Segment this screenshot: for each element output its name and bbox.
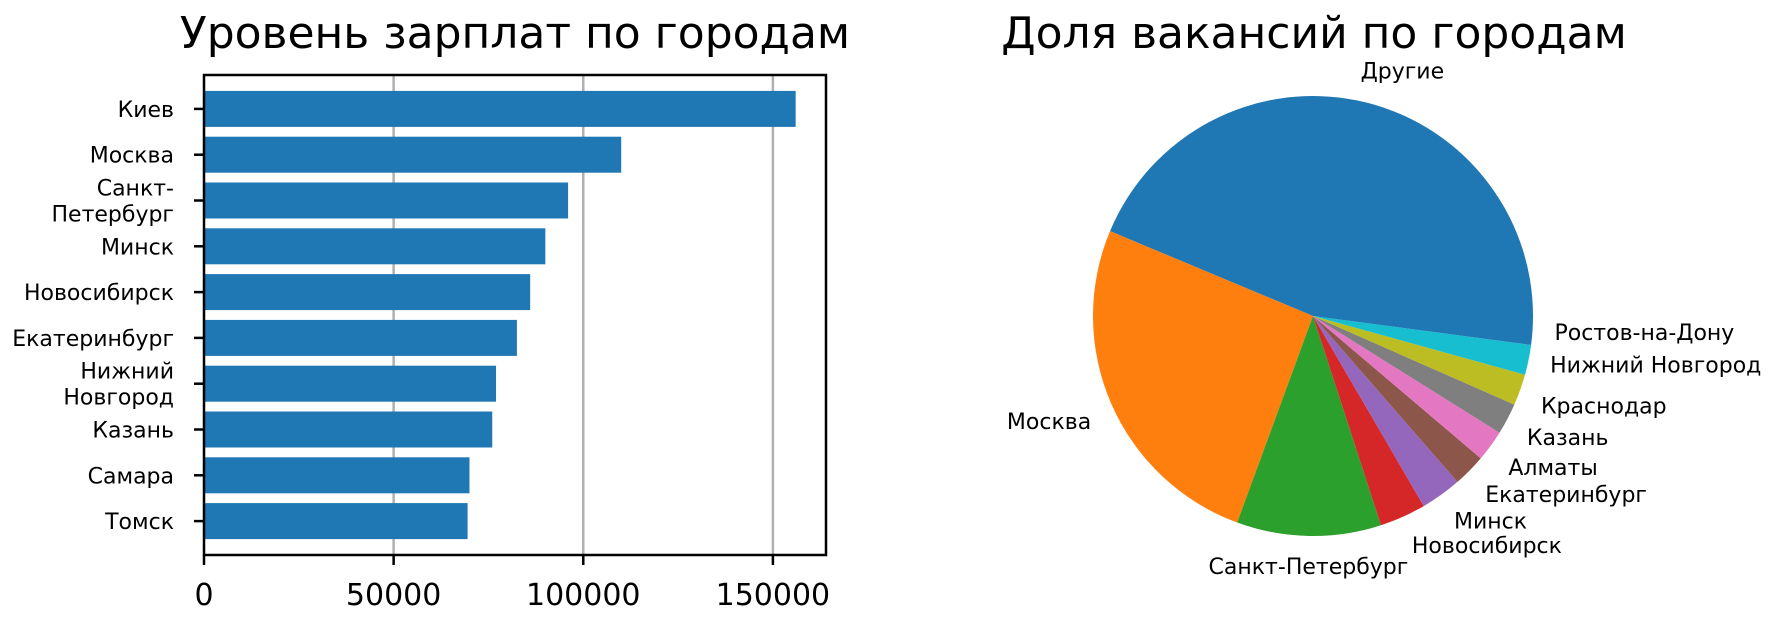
pie-label-1: Москва	[1007, 410, 1091, 435]
bar-3	[204, 228, 546, 265]
category-label-8: Самара	[88, 464, 174, 489]
pie-slice-2	[1237, 316, 1381, 536]
bar-2	[204, 182, 569, 219]
bar-7	[204, 411, 493, 448]
pie-label-7: Казань	[1527, 426, 1609, 451]
pie-label-10: Ростов-на-Дону	[1554, 321, 1734, 346]
pie-label-0: Другие	[1361, 60, 1445, 85]
x-tick-label-2: 100000	[526, 578, 641, 613]
pie-label-3: Новосибирск	[1412, 534, 1562, 559]
pie-slice-8	[1313, 316, 1526, 405]
pie-slice-7	[1313, 316, 1515, 433]
category-label-9: Томск	[104, 510, 174, 535]
pie-label-4: Минск	[1454, 510, 1527, 535]
category-label-2: Санкт-Петербург	[51, 177, 174, 228]
category-label-5: Екатеринбург	[12, 327, 174, 352]
category-label-4: Новосибирск	[24, 281, 174, 306]
pie-label-2: Санкт-Петербург	[1209, 555, 1409, 580]
pie-slice-10	[1313, 316, 1533, 345]
bar-5	[204, 319, 517, 356]
pie-label-5: Екатеринбург	[1485, 483, 1647, 508]
category-label-6: Нижний Новгород	[63, 360, 174, 411]
category-label-3: Минск	[101, 235, 174, 260]
x-tick-label-1: 50000	[346, 578, 441, 613]
pie-slice-3	[1313, 316, 1424, 526]
x-tick-label-3: 150000	[716, 578, 831, 613]
x-tick-label-0: 0	[194, 578, 213, 613]
pie-label-9: Нижний Новгород	[1550, 353, 1761, 378]
bar-chart: Киев Москва Санкт-Петербург Минск Новосибирс…	[12, 73, 831, 613]
bar-axes-frame	[202, 73, 828, 557]
bar-9	[204, 503, 468, 540]
pie-chart: Другие Москва Санкт-ПетербургНовосибирскМи…	[1007, 60, 1761, 580]
pie-slice-1	[1093, 231, 1313, 523]
bar-8	[204, 457, 470, 494]
category-label-7: Казань	[92, 419, 174, 444]
bar-1	[204, 136, 622, 173]
bar-0	[204, 90, 796, 127]
pie-slice-4	[1313, 316, 1458, 507]
bar-chart-title: Уровень зарплат по городам	[180, 8, 850, 59]
pie-label-6: Алматы	[1508, 456, 1597, 481]
category-label-1: Москва	[90, 144, 174, 169]
pie-slice-0	[1110, 95, 1533, 316]
pie-slice-9	[1313, 316, 1532, 375]
pie-slice-5	[1313, 316, 1481, 482]
pie-label-8: Краснодар	[1541, 394, 1667, 419]
category-label-0: Киев	[118, 98, 174, 123]
bar-6	[204, 365, 497, 402]
pie-slice-6	[1313, 316, 1500, 459]
bar-4	[204, 274, 531, 311]
pie-chart-title: Доля вакансий по городам	[1001, 8, 1627, 59]
